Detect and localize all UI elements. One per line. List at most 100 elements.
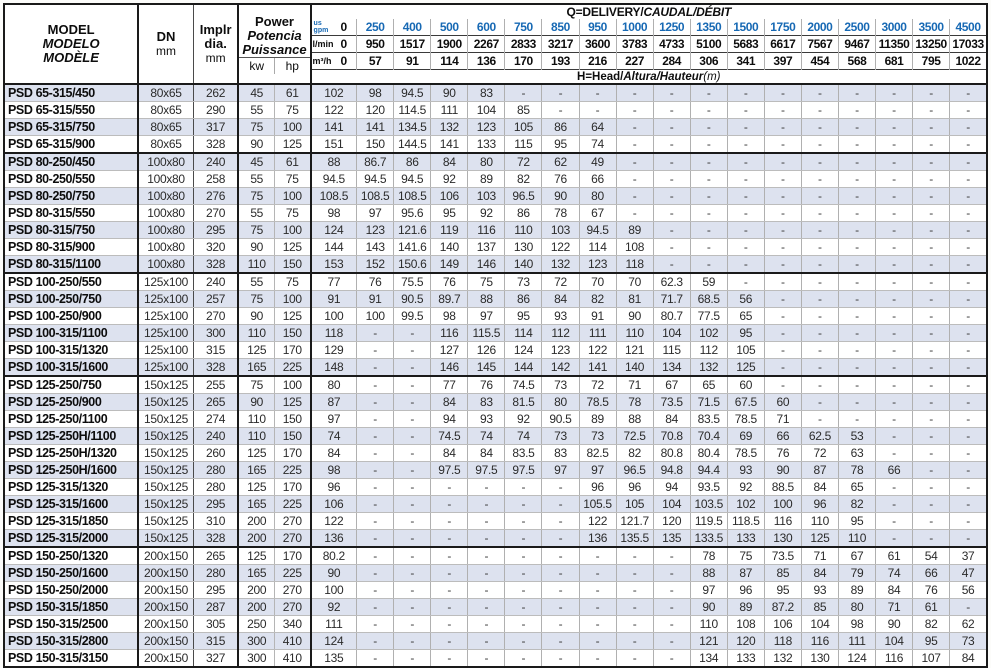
model-cell: PSD 150-315/2800 — [4, 632, 140, 650]
lmin-value: 2267 — [467, 35, 506, 53]
table-row: PSD 80-315/1100 100x80 328 110 150 153 152 150.… — [4, 255, 987, 274]
table-row: PSD 125-315/1850 150x125 310 200 270 122- - - - -… — [4, 512, 987, 530]
head-value-cell: - — [949, 358, 987, 377]
head-value-cell: - — [764, 153, 802, 171]
impeller-dia-cell: 240 — [193, 273, 240, 291]
head-value-cell: 62.3 — [653, 273, 691, 291]
head-value-cell: - — [875, 358, 914, 377]
head-value-cell: - — [912, 238, 951, 256]
head-value-cell: - — [504, 615, 543, 633]
head-value-cell: - — [356, 495, 395, 513]
head-value-cell: - — [616, 170, 654, 188]
head-value-cell: - — [912, 255, 951, 274]
head-value-cell: - — [801, 358, 839, 377]
head-value-cell: 83 — [467, 393, 506, 411]
head-value-cell: 82 — [912, 615, 951, 633]
delivery-title: Q=DELIVERY/CAUDAL/DÉBIT — [311, 4, 987, 19]
head-value-cell: - — [912, 101, 951, 119]
head-value-cell: - — [949, 495, 987, 513]
head-value-cell: 116 — [764, 512, 802, 530]
head-value-cell: - — [949, 153, 987, 171]
hp-cell: 340 — [274, 615, 312, 633]
dn-cell: 150x125 — [138, 512, 194, 530]
hp-unit: hp — [285, 58, 299, 73]
head-value-cell: 116 — [801, 632, 839, 650]
head-value-cell: 108.5 — [356, 187, 395, 205]
head-value-cell: - — [838, 358, 877, 377]
head-value-cell: 106 — [430, 187, 469, 205]
head-value-cell: - — [838, 221, 877, 239]
head-value-cell: - — [838, 187, 877, 205]
head-value-cell: - — [356, 358, 395, 377]
head-value-cell: 141.6 — [393, 238, 432, 256]
model-cell: PSD 80-250/450 — [4, 153, 140, 171]
head-value-cell: - — [653, 204, 691, 222]
impeller-dia-cell: 305 — [193, 615, 240, 633]
head-value-cell: - — [356, 547, 395, 565]
head-value-cell: 82.5 — [579, 444, 617, 462]
head-value-cell: - — [653, 581, 691, 599]
kw-cell: 90 — [238, 393, 275, 411]
gpm-value: 600 — [467, 19, 506, 36]
head-value-cell: 104 — [653, 324, 691, 342]
head-value-cell: - — [541, 529, 580, 548]
table-row: PSD 65-315/900 80x65 328 90 125 151 150 144.5 14… — [4, 135, 987, 154]
head-value-cell: 108 — [616, 238, 654, 256]
head-value-cell: 91 — [579, 307, 617, 325]
head-value-cell: 132 — [430, 118, 469, 136]
head-value-cell: - — [541, 101, 580, 119]
head-value-cell: 97.5 — [467, 461, 506, 479]
kw-cell: 55 — [238, 273, 275, 291]
head-value-cell: - — [727, 255, 765, 274]
head-value-cell: - — [764, 290, 802, 308]
gpm-value: 1750 — [764, 19, 802, 36]
head-value-cell: - — [690, 170, 728, 188]
head-value-cell: 69 — [727, 427, 765, 445]
impeller-label-line1: Implr — [199, 21, 232, 37]
head-value-cell: 98 — [356, 84, 395, 102]
head-value-cell: 149 — [430, 255, 469, 274]
table-row: PSD 65-315/550 80x65 290 55 75 122 120 114.5 111… — [4, 101, 987, 119]
head-value-cell: - — [504, 649, 543, 667]
head-value-cell: 61 — [912, 598, 951, 616]
kw-cell: 90 — [238, 238, 275, 256]
head-value-cell: 106 — [764, 615, 802, 633]
head-value-cell: - — [430, 581, 469, 599]
gpm-zero: 0 — [340, 20, 348, 34]
hp-cell: 125 — [274, 307, 312, 325]
head-value-cell: - — [949, 221, 987, 239]
head-title: H=Head/Altura/Hauteur(m) — [310, 69, 987, 85]
head-value-cell: 118.5 — [727, 512, 765, 530]
head-value-cell: - — [801, 118, 839, 136]
head-value-cell: 60 — [727, 376, 765, 394]
impeller-dia-cell: 328 — [193, 529, 240, 548]
head-value-cell: 83.5 — [504, 444, 543, 462]
lmin-value: 11350 — [875, 35, 914, 53]
lmin-zero-cell: l/min 0 — [310, 35, 358, 53]
head-value-cell: - — [653, 153, 691, 171]
gpm-value: 250 — [356, 19, 395, 36]
head-value-cell: 88 — [616, 410, 654, 428]
head-value-cell: - — [912, 529, 951, 548]
head-value-cell: 84 — [430, 393, 469, 411]
head-value-cell: 143 — [356, 238, 395, 256]
head-value-cell: 103.5 — [690, 495, 728, 513]
head-value-cell: - — [653, 118, 691, 136]
head-value-cell: 90 — [875, 615, 914, 633]
hp-cell: 125 — [274, 135, 312, 154]
head-value-cell: - — [949, 187, 987, 205]
dn-cell: 80x65 — [138, 84, 194, 102]
head-value-cell: 112 — [690, 341, 728, 359]
head-value-cell: 74.5 — [504, 376, 543, 394]
head-value-cell: - — [504, 581, 543, 599]
head-value-cell: 71 — [764, 410, 802, 428]
lmin-value: 5683 — [727, 35, 765, 53]
head-value-cell: - — [838, 324, 877, 342]
head-value-cell: - — [875, 135, 914, 154]
head-value-cell: 65 — [690, 376, 728, 394]
head-value-cell: - — [356, 564, 395, 582]
lmin-value: 3600 — [579, 35, 617, 53]
head-value-cell: 96 — [579, 478, 617, 496]
head-value-cell: 141 — [310, 118, 358, 136]
head-value-cell: 102 — [310, 84, 358, 102]
